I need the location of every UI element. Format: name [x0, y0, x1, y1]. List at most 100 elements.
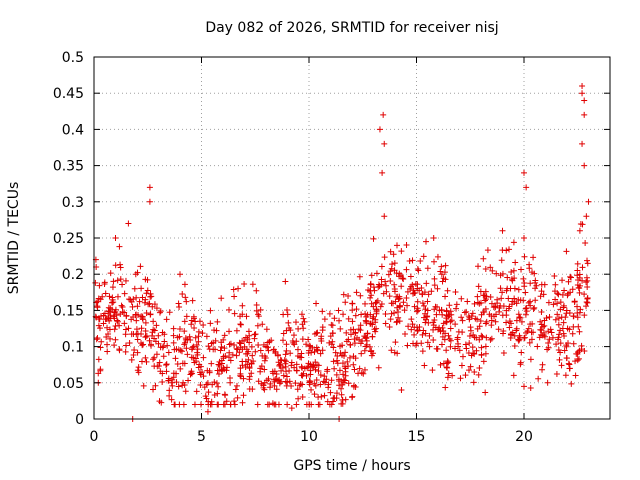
- data-point: [567, 273, 574, 280]
- data-point: [248, 370, 255, 377]
- data-point: [461, 309, 468, 316]
- data-point: [437, 361, 444, 368]
- data-point: [518, 318, 525, 325]
- data-point: [455, 343, 462, 350]
- data-point: [378, 263, 385, 270]
- data-point: [332, 349, 339, 356]
- data-point: [197, 401, 204, 408]
- data-point: [361, 347, 368, 354]
- data-point: [429, 367, 436, 374]
- data-point: [119, 308, 126, 315]
- data-point: [492, 318, 499, 325]
- data-point: [545, 340, 552, 347]
- data-point: [125, 325, 132, 332]
- data-point: [584, 294, 591, 301]
- data-point: [106, 293, 113, 300]
- data-point: [138, 325, 145, 332]
- data-point: [482, 265, 489, 272]
- data-point: [301, 365, 308, 372]
- data-point: [119, 281, 126, 288]
- data-point: [203, 381, 210, 388]
- data-point: [557, 349, 564, 356]
- data-point: [407, 273, 414, 280]
- data-point: [104, 324, 111, 331]
- data-point: [457, 375, 464, 382]
- data-point: [410, 287, 417, 294]
- data-point: [182, 339, 189, 346]
- data-point: [352, 312, 359, 319]
- data-point: [227, 379, 234, 386]
- data-point: [170, 332, 177, 339]
- data-point: [292, 319, 299, 326]
- data-point: [458, 362, 465, 369]
- data-point: [469, 344, 476, 351]
- data-point: [581, 291, 588, 298]
- data-point: [218, 343, 225, 350]
- data-point: [208, 360, 215, 367]
- data-point: [552, 281, 559, 288]
- data-point: [403, 266, 410, 273]
- data-point: [414, 305, 421, 312]
- data-points: [92, 82, 592, 422]
- data-point: [105, 308, 112, 315]
- data-point: [340, 291, 347, 298]
- data-point: [482, 350, 489, 357]
- data-point: [215, 361, 222, 368]
- data-point: [424, 298, 431, 305]
- data-point: [369, 315, 376, 322]
- data-point: [554, 300, 561, 307]
- data-point: [100, 320, 107, 327]
- data-point: [159, 344, 166, 351]
- data-point: [280, 311, 287, 318]
- data-point: [523, 308, 530, 315]
- data-point: [394, 304, 401, 311]
- data-point: [187, 336, 194, 343]
- data-point: [333, 390, 340, 397]
- data-point: [294, 386, 301, 393]
- data-point: [258, 380, 265, 387]
- data-point: [360, 370, 367, 377]
- data-point: [528, 329, 535, 336]
- data-point: [442, 276, 449, 283]
- data-point: [159, 378, 166, 385]
- data-point: [433, 304, 440, 311]
- data-point: [394, 309, 401, 316]
- data-point: [405, 323, 412, 330]
- data-point: [475, 371, 482, 378]
- data-point: [189, 297, 196, 304]
- y-tick-label: 0.05: [53, 376, 84, 392]
- data-point: [199, 330, 206, 337]
- data-point: [557, 299, 564, 306]
- data-point: [152, 382, 159, 389]
- data-point: [99, 293, 106, 300]
- data-point: [151, 363, 158, 370]
- data-point: [307, 367, 314, 374]
- data-point: [212, 337, 219, 344]
- data-point: [447, 318, 454, 325]
- data-point: [574, 303, 581, 310]
- data-point: [138, 313, 145, 320]
- data-point: [153, 322, 160, 329]
- data-point: [133, 317, 140, 324]
- data-point: [184, 351, 191, 358]
- data-point: [276, 362, 283, 369]
- data-point: [114, 317, 121, 324]
- data-point: [215, 371, 222, 378]
- y-tick-label: 0.5: [62, 50, 84, 66]
- data-point: [239, 362, 246, 369]
- data-point: [312, 382, 319, 389]
- data-point: [397, 302, 404, 309]
- data-point: [447, 337, 454, 344]
- data-point: [546, 313, 553, 320]
- data-point: [535, 375, 542, 382]
- data-point: [121, 290, 128, 297]
- data-point: [505, 305, 512, 312]
- data-point: [179, 360, 186, 367]
- data-point: [584, 260, 591, 267]
- data-point: [562, 314, 569, 321]
- data-point: [521, 283, 528, 290]
- data-point: [476, 336, 483, 343]
- data-point: [311, 391, 318, 398]
- data-point: [107, 335, 114, 342]
- data-point: [422, 306, 429, 313]
